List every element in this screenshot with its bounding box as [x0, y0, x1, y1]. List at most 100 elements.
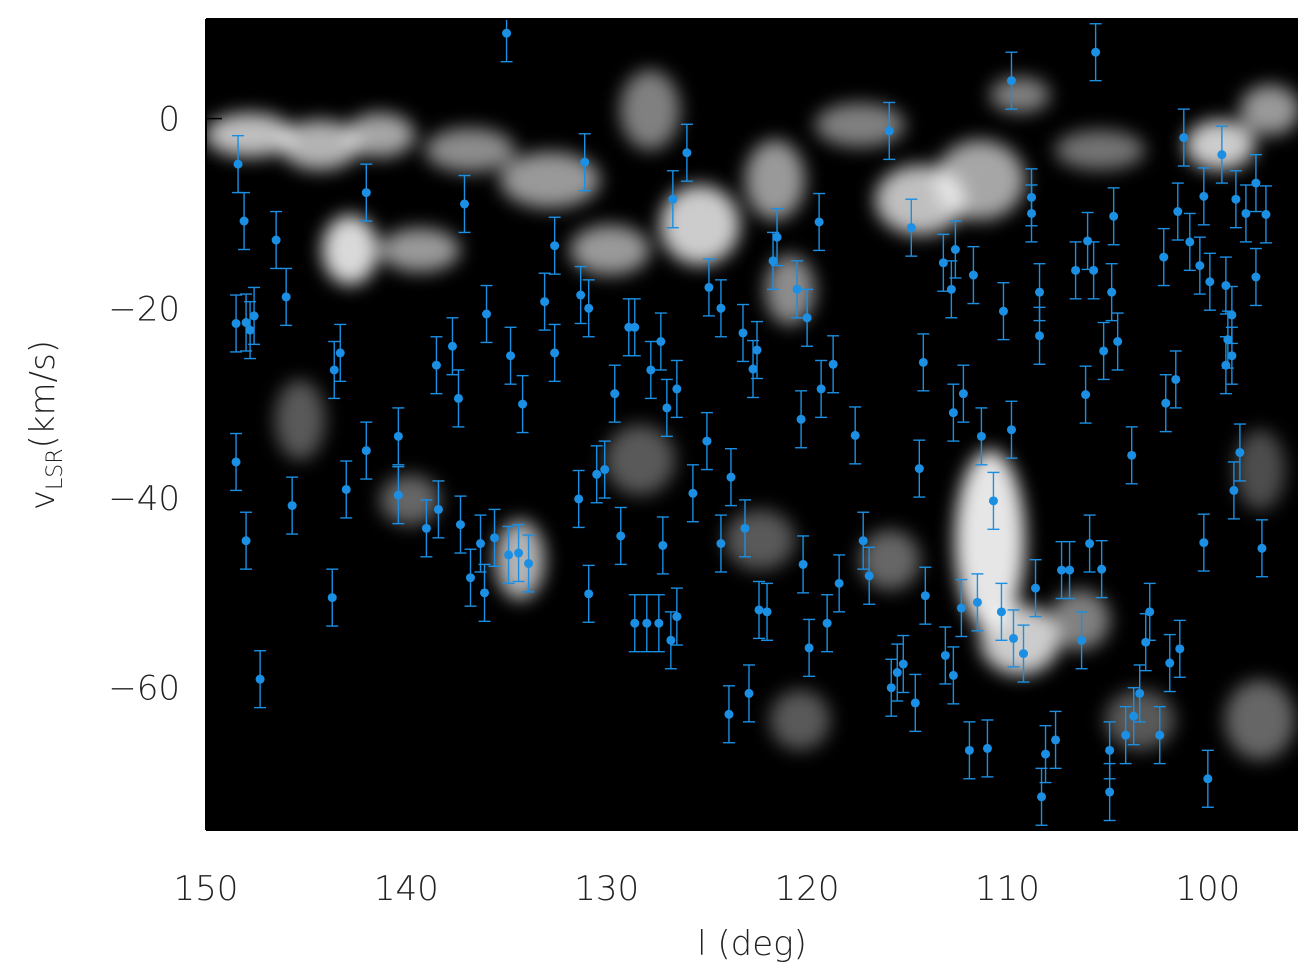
data-point: [791, 260, 804, 319]
data-point: [538, 272, 551, 331]
point-marker: [1105, 787, 1115, 797]
data-point: [702, 258, 715, 317]
data-point: [660, 378, 673, 438]
data-point: [326, 568, 339, 627]
data-point: [574, 265, 587, 325]
data-point: [1107, 187, 1120, 246]
point-marker: [1121, 730, 1131, 740]
point-marker: [850, 430, 860, 440]
y-axis-label-unit: (km/s): [23, 340, 63, 449]
data-point: [502, 525, 515, 585]
point-marker: [255, 674, 265, 684]
data-point: [572, 469, 585, 529]
point-marker: [480, 588, 490, 598]
point-marker: [964, 745, 974, 755]
point-marker: [361, 188, 371, 198]
data-point: [813, 192, 826, 252]
point-marker: [335, 348, 345, 358]
data-point: [1169, 350, 1182, 409]
point-marker: [459, 199, 469, 209]
data-point: [270, 210, 283, 270]
data-point: [849, 406, 862, 465]
x-tick-label: 120: [775, 869, 840, 909]
data-point: [670, 587, 683, 646]
point-marker: [600, 465, 610, 475]
point-marker: [1173, 207, 1183, 217]
data-point: [1183, 212, 1196, 272]
point-marker: [1175, 644, 1185, 654]
point-marker: [798, 559, 808, 569]
data-point: [700, 411, 713, 471]
data-point: [1049, 710, 1062, 770]
point-marker: [948, 408, 958, 418]
point-marker: [762, 607, 772, 617]
data-point: [803, 618, 816, 678]
data-point: [767, 231, 780, 291]
x-tick-label: 110: [975, 869, 1040, 909]
data-point: [1075, 611, 1088, 670]
y-tick-labels: 0 −20 −40 −60: [108, 100, 180, 709]
point-marker: [816, 384, 826, 394]
data-point: [1133, 664, 1146, 723]
point-marker: [656, 337, 666, 347]
data-point: [885, 658, 898, 717]
point-marker: [996, 607, 1006, 617]
data-point: [286, 476, 299, 535]
data-point: [1029, 558, 1042, 618]
data-point: [797, 535, 810, 594]
point-marker: [910, 698, 920, 708]
point-marker: [1027, 192, 1037, 202]
data-point: [1083, 514, 1096, 573]
data-point: [240, 293, 253, 352]
data-point: [430, 336, 443, 395]
point-marker: [1231, 194, 1241, 204]
data-point: [420, 499, 433, 558]
data-point: [738, 499, 751, 558]
point-marker: [982, 743, 992, 753]
data-point: [360, 163, 373, 222]
data-point: [1239, 184, 1252, 243]
point-marker: [642, 618, 652, 628]
x-tick-label: 140: [374, 869, 439, 909]
data-point: [328, 340, 341, 400]
point-marker: [702, 436, 712, 446]
point-marker: [716, 303, 726, 313]
y-tick-label: −60: [108, 669, 180, 709]
point-marker: [1141, 637, 1151, 647]
point-marker: [550, 348, 560, 358]
point-marker: [1241, 208, 1251, 218]
point-marker: [1077, 635, 1087, 645]
emission-map: [206, 70, 1298, 760]
data-point: [522, 534, 535, 593]
point-marker: [616, 531, 626, 541]
data-point: [724, 447, 737, 507]
data-point: [1105, 263, 1118, 322]
point-marker: [453, 393, 463, 403]
data-point: [1079, 365, 1092, 424]
point-marker: [1085, 539, 1095, 549]
point-marker: [1155, 730, 1165, 740]
point-marker: [858, 536, 868, 546]
point-marker: [918, 357, 928, 367]
data-point: [919, 566, 932, 625]
data-point: [640, 594, 653, 653]
data-point: [240, 511, 253, 570]
data-point: [628, 594, 641, 653]
point-marker: [610, 389, 620, 399]
data-point: [652, 594, 665, 653]
point-marker: [792, 284, 802, 294]
point-marker: [239, 216, 249, 226]
point-marker: [1227, 351, 1237, 361]
point-marker: [1251, 272, 1261, 282]
point-marker: [421, 523, 431, 533]
data-point: [1201, 749, 1214, 808]
data-point: [1233, 423, 1246, 482]
y-axis-label-sub: LSR: [43, 448, 68, 490]
data-point: [1163, 633, 1176, 693]
data-point: [747, 339, 760, 399]
data-point: [905, 198, 918, 257]
data-point: [392, 407, 405, 466]
point-marker: [433, 504, 443, 514]
data-point: [987, 471, 1000, 531]
data-point: [742, 664, 755, 723]
